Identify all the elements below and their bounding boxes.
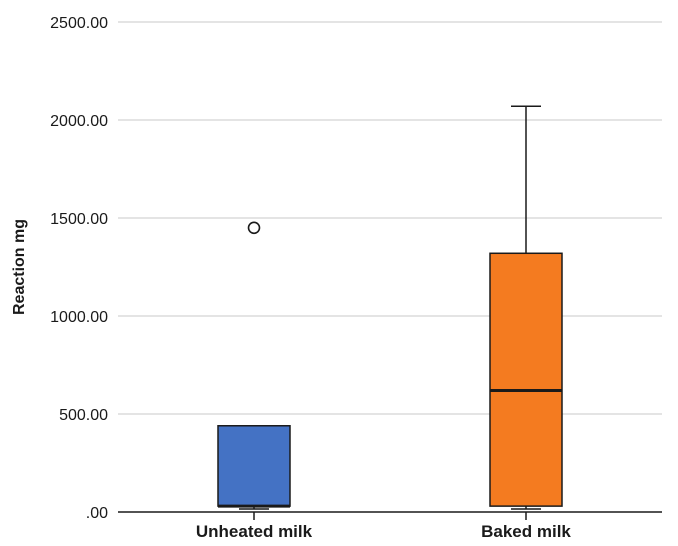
iqr-box	[217, 425, 291, 507]
y-tick-label: 1500.00	[50, 211, 108, 228]
y-axis-ticks: .00 500.00 1000.00 1500.00 2000.00 2500.00	[50, 15, 108, 522]
outlier-point	[247, 221, 261, 235]
y-tick-label: 2500.00	[50, 15, 108, 32]
y-axis-title: Reaction mg	[11, 219, 28, 315]
x-tick-label: Unheated milk	[196, 522, 313, 541]
y-tick-label: 1000.00	[50, 309, 108, 326]
x-tick-label: Baked milk	[481, 522, 571, 541]
boxes	[217, 105, 563, 510]
box-baked-milk	[489, 105, 563, 510]
y-tick-label: 500.00	[59, 407, 108, 424]
x-axis-labels: Unheated milk Baked milk	[196, 522, 572, 541]
iqr-box	[489, 252, 563, 507]
x-axis	[118, 511, 662, 520]
gridlines	[118, 21, 662, 415]
box-unheated-milk	[217, 221, 291, 510]
y-tick-label: .00	[86, 505, 108, 522]
y-tick-label: 2000.00	[50, 113, 108, 130]
